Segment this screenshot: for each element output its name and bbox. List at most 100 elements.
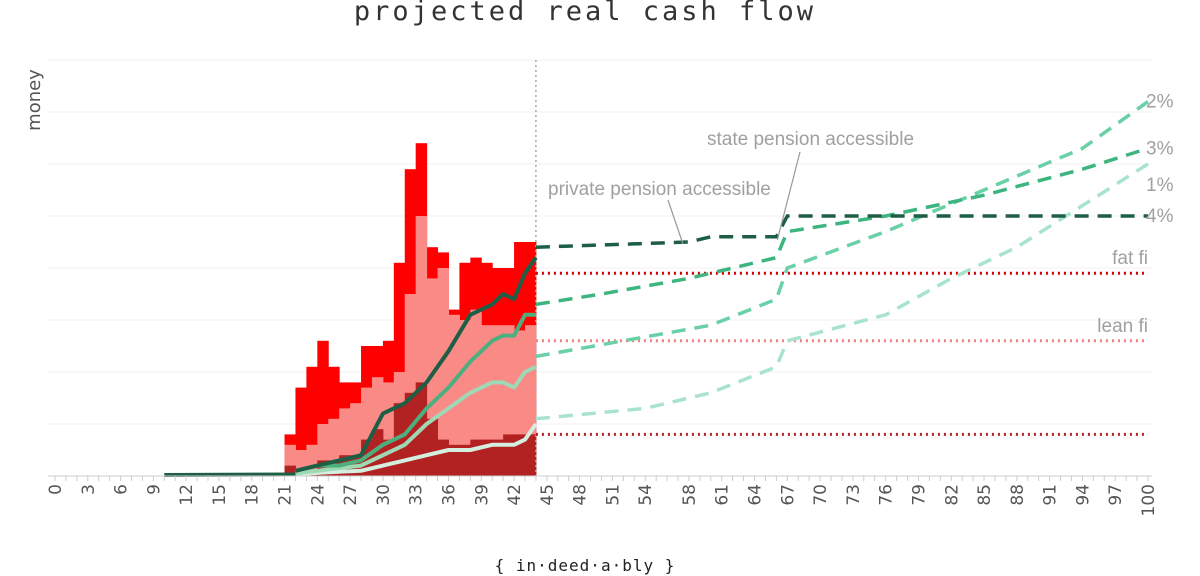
reference-label: lean fi <box>1097 316 1148 337</box>
bar-lower <box>382 439 395 476</box>
bar-middle <box>415 216 428 476</box>
projection-line <box>535 146 1149 307</box>
x-tick-label: 6 <box>112 484 132 495</box>
x-tick-label: 45 <box>538 484 558 506</box>
bar-lower <box>393 403 406 476</box>
x-tick-label: 85 <box>975 484 995 506</box>
x-tick-label: 88 <box>1008 484 1028 506</box>
x-tick-label: 48 <box>571 484 591 506</box>
bar-middle <box>295 450 307 476</box>
x-tick-label: 91 <box>1041 484 1061 506</box>
bar-middle <box>382 382 395 476</box>
x-axis: 0 3 6 9 12 15 18 21 24 27 30 33 36 39 42 45 48 51 54 58 61 64… <box>46 475 1159 516</box>
x-tick-label: 79 <box>909 484 929 506</box>
bar-middle <box>481 325 493 476</box>
projection-line <box>535 214 1148 249</box>
x-tick-label: 15 <box>210 484 230 506</box>
x-tick-label: 42 <box>505 484 525 506</box>
history-line <box>295 422 538 477</box>
annotation-private-pension: private pension accessible <box>548 179 771 200</box>
bar-lower <box>514 434 526 476</box>
y-axis-label: money <box>24 69 45 131</box>
bar-lower <box>492 439 504 476</box>
bar-lower <box>524 434 537 476</box>
bar-middle <box>350 403 362 476</box>
chart-title: projected real cash flow <box>354 0 816 27</box>
x-tick-label: 82 <box>942 484 962 506</box>
bar-stack-group <box>284 60 537 476</box>
footer-brand: { in·deed·a·bly } <box>495 556 676 575</box>
x-tick-label: 73 <box>844 484 864 506</box>
bar-middle <box>448 314 460 476</box>
history-line <box>295 256 538 473</box>
x-tick-label: 33 <box>407 484 427 506</box>
bar-lower <box>404 392 417 476</box>
bar-lower <box>503 434 515 476</box>
x-tick-label: 61 <box>713 484 733 506</box>
x-tick-label: 94 <box>1073 484 1093 506</box>
history-line-base <box>164 472 296 477</box>
x-tick-label: 39 <box>472 484 492 506</box>
x-tick-label: 64 <box>746 484 766 506</box>
history-line <box>295 364 537 476</box>
reference-lines: fat fi lean fi <box>535 248 1148 436</box>
x-tick-label: 67 <box>778 484 798 506</box>
bar-middle <box>284 444 296 476</box>
bar-middle <box>524 325 537 476</box>
series-lines: 2% 3% 1% 4% <box>164 92 1174 477</box>
x-tick-label: 36 <box>439 484 459 506</box>
bar-middle <box>514 330 526 476</box>
line-end-label: 1% <box>1146 175 1174 196</box>
x-tick-label: 100 <box>1139 484 1159 516</box>
bar-upper <box>393 262 406 476</box>
bar-upper <box>317 340 329 476</box>
x-tick-label: 51 <box>603 484 623 506</box>
annotation-pointer <box>667 199 684 245</box>
bar-lower <box>284 465 296 476</box>
bar-upper <box>306 366 318 476</box>
x-tick-label: 21 <box>276 484 296 506</box>
bar-middle <box>470 309 482 476</box>
bar-middle <box>328 418 340 476</box>
bar-middle <box>306 444 318 476</box>
bar-lower <box>448 444 460 476</box>
x-tick-label: 3 <box>79 484 99 495</box>
projection-line <box>535 100 1150 359</box>
bar-upper <box>295 387 307 476</box>
bar-lower <box>470 439 482 476</box>
x-tick-label: 58 <box>680 484 700 506</box>
gridlines <box>48 59 1152 477</box>
projection-line <box>535 162 1149 421</box>
x-tick-label: 70 <box>811 484 831 506</box>
x-tick-label: 54 <box>636 484 656 506</box>
bar-middle <box>317 424 329 476</box>
x-tick-label: 0 <box>46 484 66 495</box>
bar-middle <box>492 325 504 476</box>
annotation-state-pension: state pension accessible <box>707 129 914 150</box>
line-end-label: 4% <box>1146 206 1174 227</box>
bar-middle <box>339 408 351 476</box>
annotations: private pension accessible state pension … <box>548 129 914 245</box>
bar-middle <box>361 387 373 476</box>
bar-lower <box>371 429 384 476</box>
x-tick-label: 76 <box>877 484 897 506</box>
x-tick-label: 30 <box>374 484 394 506</box>
annotation-pointer <box>776 151 801 240</box>
line-end-label: 3% <box>1146 138 1174 159</box>
bar-lower <box>437 439 449 476</box>
history-line <box>295 312 536 473</box>
x-tick-label: 97 <box>1106 484 1126 506</box>
bar-lower <box>426 418 439 476</box>
x-tick-label: 24 <box>308 484 328 506</box>
bar-middle <box>404 294 417 476</box>
x-tick-label: 18 <box>243 484 263 506</box>
x-tick-label: 9 <box>144 484 164 495</box>
bar-lower <box>459 444 471 476</box>
x-tick-label: 12 <box>177 484 197 506</box>
bar-middle <box>503 325 515 476</box>
bar-lower <box>481 439 493 476</box>
x-tick-label: 27 <box>341 484 361 506</box>
line-end-label: 2% <box>1146 92 1174 113</box>
reference-label: fat fi <box>1112 248 1148 269</box>
